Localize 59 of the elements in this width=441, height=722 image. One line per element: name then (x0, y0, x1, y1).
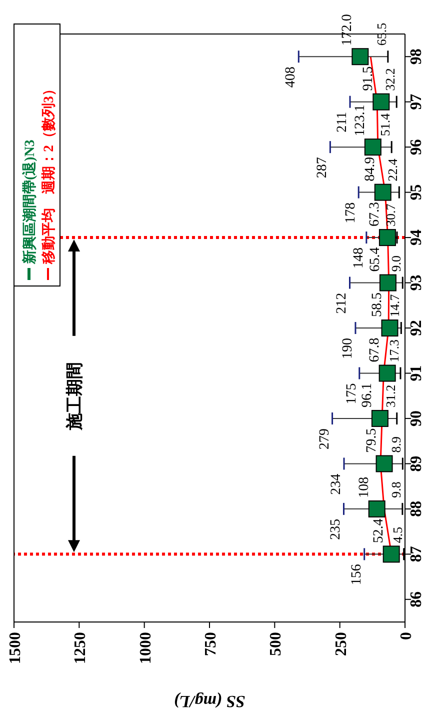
annotation: 4.5 (390, 526, 405, 544)
annotation: 22.4 (385, 158, 400, 182)
x-tick-label: 1000 (137, 632, 154, 664)
annotation: 30.7 (383, 203, 398, 227)
annotation: 235 (328, 518, 344, 540)
y-tick-label: 93 (408, 274, 425, 291)
data-label: 67.3 (367, 202, 382, 227)
annotation: 148 (351, 248, 366, 269)
annotation: 31.2 (382, 384, 398, 408)
x-tick-label: 750 (202, 632, 220, 656)
x-tick-label: 500 (268, 632, 285, 656)
y-tick-label: 94 (408, 230, 425, 246)
y-tick-label: 98 (408, 48, 425, 65)
y-tick-label: 86 (408, 591, 425, 608)
text: 新興區潮間帶(退)N3 (21, 140, 38, 265)
x-tick-label: 1500 (7, 632, 24, 664)
annotation: 178 (344, 202, 359, 224)
data-label: 84.9 (362, 156, 378, 182)
data-label: 58.5 (370, 292, 385, 317)
data-label: 123.1 (352, 104, 368, 136)
data-label: 67.8 (367, 338, 382, 362)
annotation: 175 (344, 383, 360, 404)
annotation: 51.4 (378, 112, 393, 136)
x-axis-title: SS (mg/L) (174, 692, 246, 711)
annotation: 施工期間 (65, 362, 84, 431)
y-tick-label: 91 (408, 365, 425, 382)
annotation: 234 (329, 474, 344, 495)
annotation: 14.7 (387, 294, 402, 317)
annotation: 8.9 (388, 436, 404, 453)
annotation: 190 (340, 338, 356, 359)
y-tick-label: 88 (408, 500, 425, 517)
data-label: 108 (356, 476, 372, 498)
annotation: 287 (315, 157, 330, 178)
x-tick-label: 1250 (72, 632, 90, 664)
y-tick-label: 96 (408, 139, 425, 156)
data-label: 172.0 (340, 14, 356, 46)
y-tick-label: 89 (408, 456, 425, 472)
annotation: 9.0 (388, 256, 404, 272)
annotation: 156 (349, 564, 364, 586)
annotation: 9.8 (388, 482, 404, 498)
x-tick-label: 0 (398, 632, 415, 640)
x-tick-label: 250 (332, 632, 350, 656)
text: 移動平均 週期：2（數列3） (41, 82, 57, 265)
y-tick-label: 90 (408, 410, 425, 426)
annotation: 408 (284, 66, 299, 88)
data-label: 96.1 (360, 382, 375, 408)
y-tick-label: 95 (408, 184, 425, 200)
annotation: 17.3 (386, 339, 402, 362)
annotation: 279 (317, 428, 332, 450)
annotation: 211 (335, 112, 350, 132)
data-label: 52.4 (371, 518, 386, 544)
data-label: 65.4 (368, 247, 383, 272)
y-tick-label: 97 (408, 94, 425, 110)
y-tick-label: 92 (408, 320, 425, 336)
annotation: 32.2 (382, 68, 398, 91)
data-label: 79.5 (364, 428, 380, 453)
y-tick-label: 87 (408, 546, 425, 562)
annotation: 212 (334, 292, 350, 314)
data-label: 91.5 (361, 66, 376, 91)
